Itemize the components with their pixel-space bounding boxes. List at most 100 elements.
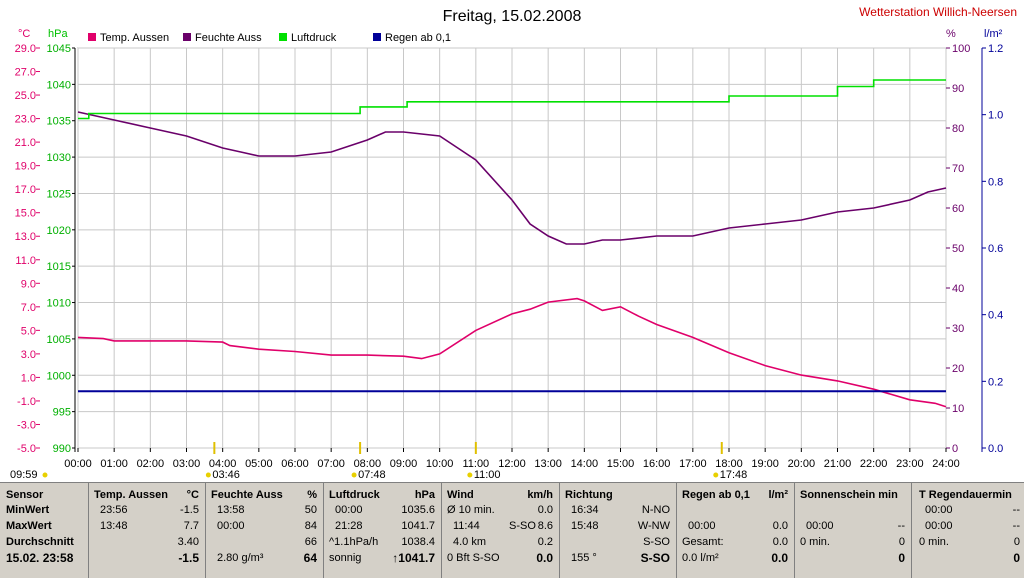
time-tick-label: 16:00 bbox=[643, 458, 671, 470]
temp-tick-label: -5.0 bbox=[17, 443, 36, 455]
label-now: 15.02. 23:58 bbox=[6, 551, 74, 565]
time-tick-label: 18:00 bbox=[715, 458, 743, 470]
legend-label-hum: Feuchte Auss bbox=[195, 32, 262, 44]
marker-label: 11:00 bbox=[474, 469, 501, 481]
time-axis: 00:00 01:00 02:00 03:00 04:00 05:00 06:00 07:00… bbox=[64, 448, 960, 470]
legend-label-temp: Temp. Aussen bbox=[100, 32, 169, 44]
sun-r2-value: -- bbox=[897, 520, 905, 532]
wind-head: Wind bbox=[447, 489, 474, 501]
sun-head: Sonnenschein min bbox=[800, 489, 898, 501]
sun-r3-label: 0 min. bbox=[800, 536, 830, 548]
temp-tick-label: 17.0 bbox=[15, 184, 36, 196]
time-tick-label: 05:00 bbox=[245, 458, 273, 470]
time-tick-label: 09:00 bbox=[390, 458, 418, 470]
rain-tick-label: 1.2 bbox=[988, 43, 1003, 55]
press-tick-label: 1025 bbox=[47, 188, 71, 200]
sun-marker-dot bbox=[42, 472, 48, 478]
tregen-r3-label: 0 min. bbox=[919, 536, 949, 548]
sun-marker-dot bbox=[713, 472, 719, 478]
wind-r1-value: 0.0 bbox=[537, 504, 553, 516]
press-max-time: 21:28 bbox=[335, 520, 363, 532]
legend-swatch-rain bbox=[373, 33, 381, 41]
temp-head: Temp. Aussen bbox=[94, 489, 168, 501]
temp-avg: 3.40 bbox=[177, 536, 199, 548]
legend-swatch-press bbox=[279, 33, 287, 41]
wind-r2-value: 8.6 bbox=[537, 520, 553, 532]
dir-r4-value: S-SO bbox=[640, 551, 670, 565]
time-tick-label: 10:00 bbox=[426, 458, 454, 470]
hum-avg: 66 bbox=[304, 536, 317, 548]
rain-axis: 0.0 0.2 0.4 0.6 0.8 1.0 1.2 bbox=[982, 43, 1003, 455]
rain-r3-label: Gesamt: bbox=[682, 536, 724, 548]
temp-min-time: 23:56 bbox=[100, 504, 128, 516]
marker-label: 09:59 bbox=[10, 469, 38, 481]
hum-tick-label: 0 bbox=[952, 443, 958, 455]
time-tick-label: 23:00 bbox=[896, 458, 924, 470]
legend-swatch-hum bbox=[183, 33, 191, 41]
tregen-r2-label: 00:00 bbox=[925, 520, 953, 532]
press-unit-label: hPa bbox=[48, 28, 68, 40]
temp-tick-label: 27.0 bbox=[15, 67, 36, 79]
time-tick-label: 17:00 bbox=[679, 458, 707, 470]
wind-r2-label: 11:44 bbox=[453, 520, 480, 532]
dir-r1-value: N-NO bbox=[641, 504, 670, 516]
sun-marker-dot bbox=[205, 472, 211, 478]
wind-r2-dir: S-SO bbox=[509, 520, 536, 532]
chart-title: Freitag, 15.02.2008 bbox=[443, 8, 582, 25]
press-tick-label: 1040 bbox=[47, 79, 71, 91]
temp-tick-label: -1.0 bbox=[17, 396, 36, 408]
hum-tick-label: 100 bbox=[952, 43, 970, 55]
wind-r3-label: 4.0 km bbox=[453, 536, 487, 548]
col-tregen: T Regendauermin 00:00 -- 00:00 -- 0 min.… bbox=[911, 483, 1024, 578]
rain-tick-label: 0.6 bbox=[988, 243, 1003, 255]
rain-unit: l/m² bbox=[768, 489, 788, 501]
col-wind: Wind km/h Ø 10 min. 0.0 11:44 S-SO 8.6 4… bbox=[441, 483, 560, 578]
dir-r2-label: 15:48 bbox=[571, 520, 599, 532]
press-tick-label: 1030 bbox=[47, 152, 71, 164]
time-tick-label: 21:00 bbox=[824, 458, 852, 470]
hum-unit-label: % bbox=[946, 28, 956, 40]
rain-head: Regen ab 0,1 bbox=[682, 489, 750, 501]
dir-r4-label: 155 ° bbox=[571, 552, 597, 564]
rain-tick-label: 0.8 bbox=[988, 176, 1003, 188]
rain-r2-value: 0.0 bbox=[772, 520, 788, 532]
series-line-temp bbox=[77, 297, 947, 408]
time-tick-label: 07:00 bbox=[317, 458, 345, 470]
hum-tick-label: 20 bbox=[952, 363, 964, 375]
dir-r2-value: W-NW bbox=[637, 520, 670, 532]
temp-tick-label: 9.0 bbox=[21, 278, 36, 290]
hum-unit: % bbox=[307, 489, 317, 501]
sun-r2-label: 00:00 bbox=[806, 520, 834, 532]
press-avg: 1038.4 bbox=[401, 536, 435, 548]
time-tick-label: 19:00 bbox=[751, 458, 779, 470]
press-max-value: 1041.7 bbox=[401, 520, 435, 532]
wind-unit: km/h bbox=[527, 489, 553, 501]
temp-now: -1.5 bbox=[178, 551, 199, 565]
temp-tick-label: 1.0 bbox=[21, 372, 36, 384]
legend-swatch-temp bbox=[88, 33, 96, 41]
rain-tick-label: 0.0 bbox=[988, 443, 1003, 455]
tregen-r1-label: 00:00 bbox=[925, 504, 953, 516]
press-tick-label: 1005 bbox=[47, 334, 71, 346]
rain-r3-value: 0.0 bbox=[772, 536, 788, 548]
time-tick-label: 00:00 bbox=[64, 458, 92, 470]
hum-tick-label: 40 bbox=[952, 283, 964, 295]
wind-r4-value: 0.0 bbox=[536, 551, 553, 565]
press-forecast: sonnig bbox=[329, 552, 362, 564]
time-markers: 09:59 03:46 07:48 11:00 17:48 bbox=[10, 442, 747, 481]
time-tick-label: 13:00 bbox=[534, 458, 562, 470]
series-line-hum bbox=[77, 111, 947, 245]
hum-tick-label: 90 bbox=[952, 83, 964, 95]
hum-axis: 0 10 20 30 40 50 60 70 80 90 100 bbox=[946, 43, 970, 455]
temp-tick-label: 13.0 bbox=[15, 231, 36, 243]
hum-min-time: 13:58 bbox=[217, 504, 245, 516]
col-hum: Feuchte Auss % 13:58 50 00:00 84 66 2.80… bbox=[205, 483, 324, 578]
temp-max-value: 7.7 bbox=[183, 520, 199, 532]
hum-tick-label: 70 bbox=[952, 163, 964, 175]
press-now: ↑1041.7 bbox=[392, 551, 435, 565]
hum-now-extra: 2.80 g/m³ bbox=[217, 552, 264, 564]
hum-head: Feuchte Auss bbox=[211, 489, 283, 501]
col-press: Luftdruck hPa 00:00 1035.6 21:28 1041.7 … bbox=[323, 483, 442, 578]
marker-label: 17:48 bbox=[720, 469, 748, 481]
press-tick-label: 1020 bbox=[47, 225, 71, 237]
